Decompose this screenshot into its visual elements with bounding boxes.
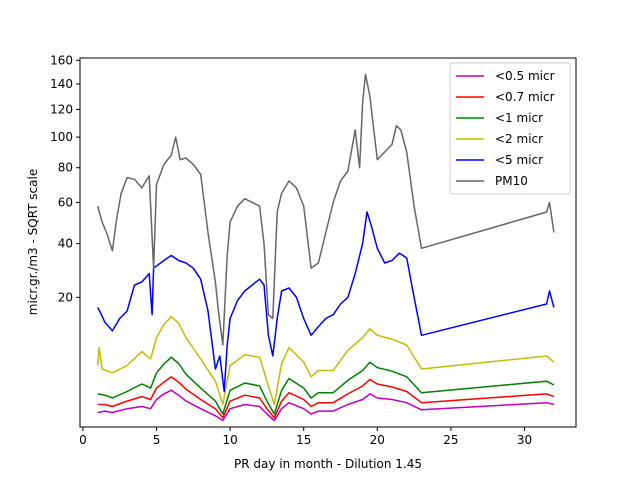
x-axis-label: PR day in month - Dilution 1.45 [234,457,422,471]
y-axis-label: micr.gr./m3 - SQRT scale [26,169,40,315]
x-tick-label: 20 [370,433,385,447]
x-tick-label: 0 [79,433,87,447]
x-tick-label: 30 [517,433,532,447]
legend-label-2: <1 micr [495,111,543,125]
x-tick-label: 25 [443,433,458,447]
legend: <0.5 micr <0.7 micr <1 micr <2 micr <5 micr P… [450,63,570,194]
x-tick-label: 5 [153,433,161,447]
x-tick-label: 10 [222,433,237,447]
y-tick-label: 80 [58,161,73,175]
y-axis-ticks: 20 40 60 80 100 120 140 160 [50,53,80,304]
y-tick-label: 60 [58,195,73,209]
y-tick-label: 160 [50,53,73,67]
legend-label-3: <2 micr [495,132,543,146]
legend-label-0: <0.5 micr [495,69,555,83]
y-tick-label: 20 [58,290,73,304]
y-tick-label: 140 [50,77,73,91]
series-line-3 [98,317,554,405]
series-line-0 [98,390,554,420]
x-tick-label: 15 [296,433,311,447]
x-axis-ticks: 0 5 10 15 20 25 30 [79,427,532,447]
legend-label-1: <0.7 micr [495,90,555,104]
legend-label-5: PM10 [495,174,528,188]
y-tick-label: 40 [58,237,73,251]
legend-label-4: <5 micr [495,153,543,167]
y-tick-label: 100 [50,130,73,144]
y-tick-label: 120 [50,102,73,116]
series-line-4 [98,212,554,392]
